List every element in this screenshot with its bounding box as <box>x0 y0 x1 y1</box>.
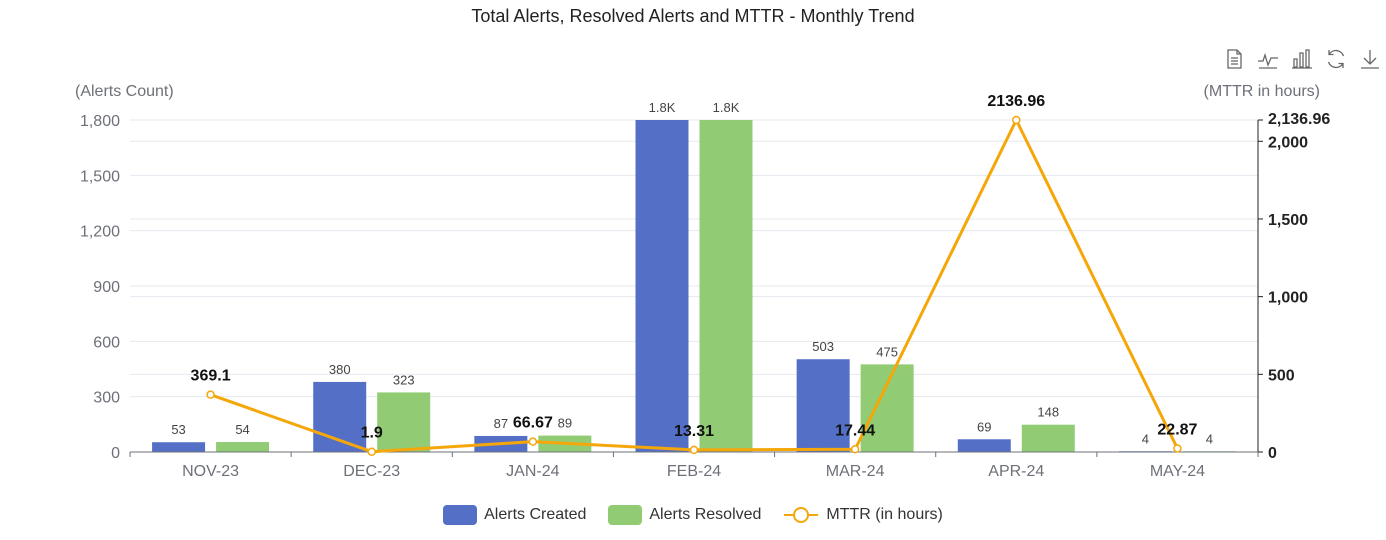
y-left-tick-label: 1,500 <box>80 168 120 185</box>
chart-canvas: 0 300 600 900 1,200 1,500 1,800 (Alerts Count) 0… <box>75 83 1330 480</box>
bar-data-label: 54 <box>235 422 249 437</box>
legend-label: Alerts Resolved <box>649 506 762 523</box>
bar-data-label: 503 <box>812 339 834 354</box>
chart-title: Total Alerts, Resolved Alerts and MTTR -… <box>471 6 915 26</box>
bar-alerts-resolved[interactable] <box>377 392 431 452</box>
bar-alerts-created[interactable] <box>635 120 689 452</box>
bar-alerts-resolved[interactable] <box>1021 424 1075 452</box>
x-tick-label: DEC-23 <box>343 463 400 480</box>
bar-data-label: 148 <box>1037 405 1059 420</box>
y-left-axis-label: (Alerts Count) <box>75 83 174 100</box>
legend-item-alerts-resolved[interactable]: Alerts Resolved <box>608 505 761 525</box>
line-data-label: 369.1 <box>191 368 231 385</box>
legend-label: MTTR (in hours) <box>826 506 943 523</box>
bar-alerts-resolved[interactable] <box>216 442 270 452</box>
y-left-tick-label: 600 <box>93 334 120 351</box>
legend: Alerts Created Alerts Resolved MTTR (in … <box>0 505 1386 525</box>
y-left-tick-label: 1,200 <box>80 224 120 241</box>
point-mttr[interactable] <box>689 445 699 455</box>
line-data-label: 17.44 <box>835 422 875 439</box>
x-tick-label: MAR-24 <box>826 463 885 480</box>
legend-swatch-mttr <box>784 507 819 523</box>
y-right-tick-label: 1,500 <box>1268 212 1308 229</box>
point-mttr[interactable] <box>528 437 538 446</box>
x-tick-label: APR-24 <box>988 463 1044 480</box>
y-right-tick-label: 2,000 <box>1268 134 1308 151</box>
y-right-tick-label: 1,000 <box>1268 290 1308 307</box>
bar-data-label: 87 <box>494 416 508 431</box>
line-data-label: 22.87 <box>1157 421 1197 438</box>
bar-alerts-created[interactable] <box>152 442 206 452</box>
x-tick-label: MAY-24 <box>1150 463 1205 480</box>
y-right-tick-label: 2,136.96 <box>1268 111 1330 128</box>
legend-swatch-alerts-created <box>443 505 478 525</box>
bar-chart-icon[interactable] <box>1290 47 1314 71</box>
line-data-label: 66.67 <box>513 415 553 432</box>
point-mttr[interactable] <box>206 390 215 399</box>
y-right-tick-label: 500 <box>1268 367 1295 384</box>
point-mttr[interactable] <box>367 447 376 456</box>
bar-data-label: 69 <box>977 419 991 434</box>
bar-data-label: 323 <box>393 372 415 387</box>
line-data-label: 2136.96 <box>987 93 1045 110</box>
bar-data-label: 4 <box>1142 431 1149 446</box>
bar-alerts-created[interactable] <box>796 359 850 452</box>
x-tick-label: FEB-24 <box>667 463 721 480</box>
bar-data-label: 89 <box>558 416 572 431</box>
bar-data-label: 1.8K <box>713 100 740 115</box>
bar-data-label: 1.8K <box>649 100 676 115</box>
bar-alerts-resolved[interactable] <box>860 364 914 452</box>
y-left-tick-label: 300 <box>93 390 120 407</box>
restore-icon[interactable] <box>1324 47 1348 71</box>
legend-swatch-alerts-resolved <box>608 505 643 525</box>
x-tick-label: NOV-23 <box>182 463 239 480</box>
x-tick-label: JAN-24 <box>506 463 559 480</box>
point-mttr[interactable] <box>1173 444 1182 453</box>
legend-label: Alerts Created <box>484 506 587 523</box>
bar-alerts-created[interactable] <box>957 439 1011 452</box>
y-right-tick-label: 0 <box>1268 445 1277 462</box>
data-view-icon[interactable] <box>1222 47 1246 71</box>
bar-data-label: 53 <box>171 422 185 437</box>
bar-data-label: 4 <box>1206 431 1213 446</box>
line-chart-icon[interactable] <box>1256 47 1280 71</box>
legend-item-alerts-created[interactable]: Alerts Created <box>443 505 586 525</box>
bar-alerts-resolved[interactable] <box>699 120 753 452</box>
y-left-tick-label: 1,800 <box>80 113 120 130</box>
bar-data-label: 475 <box>876 344 898 359</box>
line-data-label: 13.31 <box>674 423 714 440</box>
line-data-label: 1.9 <box>361 425 383 442</box>
bar-data-label: 380 <box>329 362 351 377</box>
y-left-tick-label: 900 <box>93 279 120 296</box>
point-mttr[interactable] <box>850 445 860 454</box>
y-left-tick-label: 0 <box>111 445 120 462</box>
y-right-axis-label: (MTTR in hours) <box>1204 83 1320 100</box>
point-mttr[interactable] <box>1012 115 1021 125</box>
legend-item-mttr[interactable]: MTTR (in hours) <box>783 505 943 525</box>
toolbox <box>1222 47 1382 71</box>
download-icon[interactable] <box>1358 47 1382 71</box>
